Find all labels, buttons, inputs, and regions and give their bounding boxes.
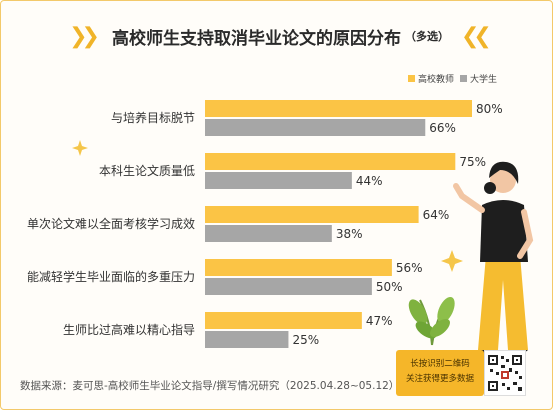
legend-item-student: 大学生 <box>459 72 497 85</box>
bar-teacher <box>205 153 456 170</box>
value-label: 64% <box>423 208 450 222</box>
value-label: 50% <box>376 280 403 294</box>
data-source: 数据来源：麦可思-高校师生毕业论文指导/撰写情况研究（2025.04.28~05… <box>20 380 400 392</box>
chart-title: 高校师生支持取消毕业论文的原因分布 <box>112 28 401 49</box>
legend-swatch-student <box>459 75 467 82</box>
bar-teacher <box>205 312 362 329</box>
plant-illustration <box>408 296 455 346</box>
qr-caption-line1: 长按识别二维码 <box>410 359 470 369</box>
value-label: 47% <box>366 314 393 328</box>
bar-student <box>205 225 332 242</box>
legend-label-teacher: 高校教师 <box>417 75 454 85</box>
bar-teacher <box>205 206 419 223</box>
value-label: 80% <box>476 102 503 116</box>
value-label: 75% <box>459 155 486 169</box>
title-bar: ❯❯ 高校师生支持取消毕业论文的原因分布 （多选） ❮❮ <box>0 20 555 52</box>
category-label: 本科生论文质量低 <box>99 163 195 178</box>
legend-label-student: 大学生 <box>469 75 497 85</box>
bar-student <box>205 172 352 189</box>
woman-illustration <box>453 161 534 356</box>
value-label: 56% <box>396 261 423 275</box>
bar-teacher <box>205 259 392 276</box>
qr-code-icon <box>488 355 522 391</box>
value-label: 66% <box>429 121 456 135</box>
bar-student <box>205 278 372 295</box>
chart-title-note: （多选） <box>405 30 449 43</box>
category-label: 单次论文难以全面考核学习成效 <box>27 216 195 231</box>
qr-caption: 长按识别二维码 关注获得更多数据 <box>396 350 484 396</box>
category-label: 能减轻学生毕业面临的多重压力 <box>27 269 195 284</box>
sparkle-icon <box>441 250 463 272</box>
legend: 高校教师 大学生 <box>402 72 497 85</box>
legend-item-teacher: 高校教师 <box>407 72 454 85</box>
category-label: 生师比过高难以精心指导 <box>63 322 195 337</box>
bar-teacher <box>205 100 472 117</box>
value-label: 38% <box>336 227 363 241</box>
value-label: 25% <box>292 333 319 347</box>
qr-code-image[interactable] <box>484 350 526 396</box>
bar-student <box>205 331 289 348</box>
qr-panel[interactable]: 长按识别二维码 关注获得更多数据 <box>396 350 526 396</box>
decoration-layer <box>72 140 534 356</box>
bar-student <box>205 119 426 136</box>
category-label: 与培养目标脱节 <box>111 110 195 125</box>
bars-layer: 与培养目标脱节 80% 66% 本科生论文质量低 75% 44% 单次论文难以全面考核学习成… <box>27 100 503 348</box>
sparkle-icon <box>72 140 88 156</box>
value-label: 44% <box>356 174 383 188</box>
legend-swatch-teacher <box>407 75 415 82</box>
qr-caption-line2: 关注获得更多数据 <box>405 374 474 384</box>
